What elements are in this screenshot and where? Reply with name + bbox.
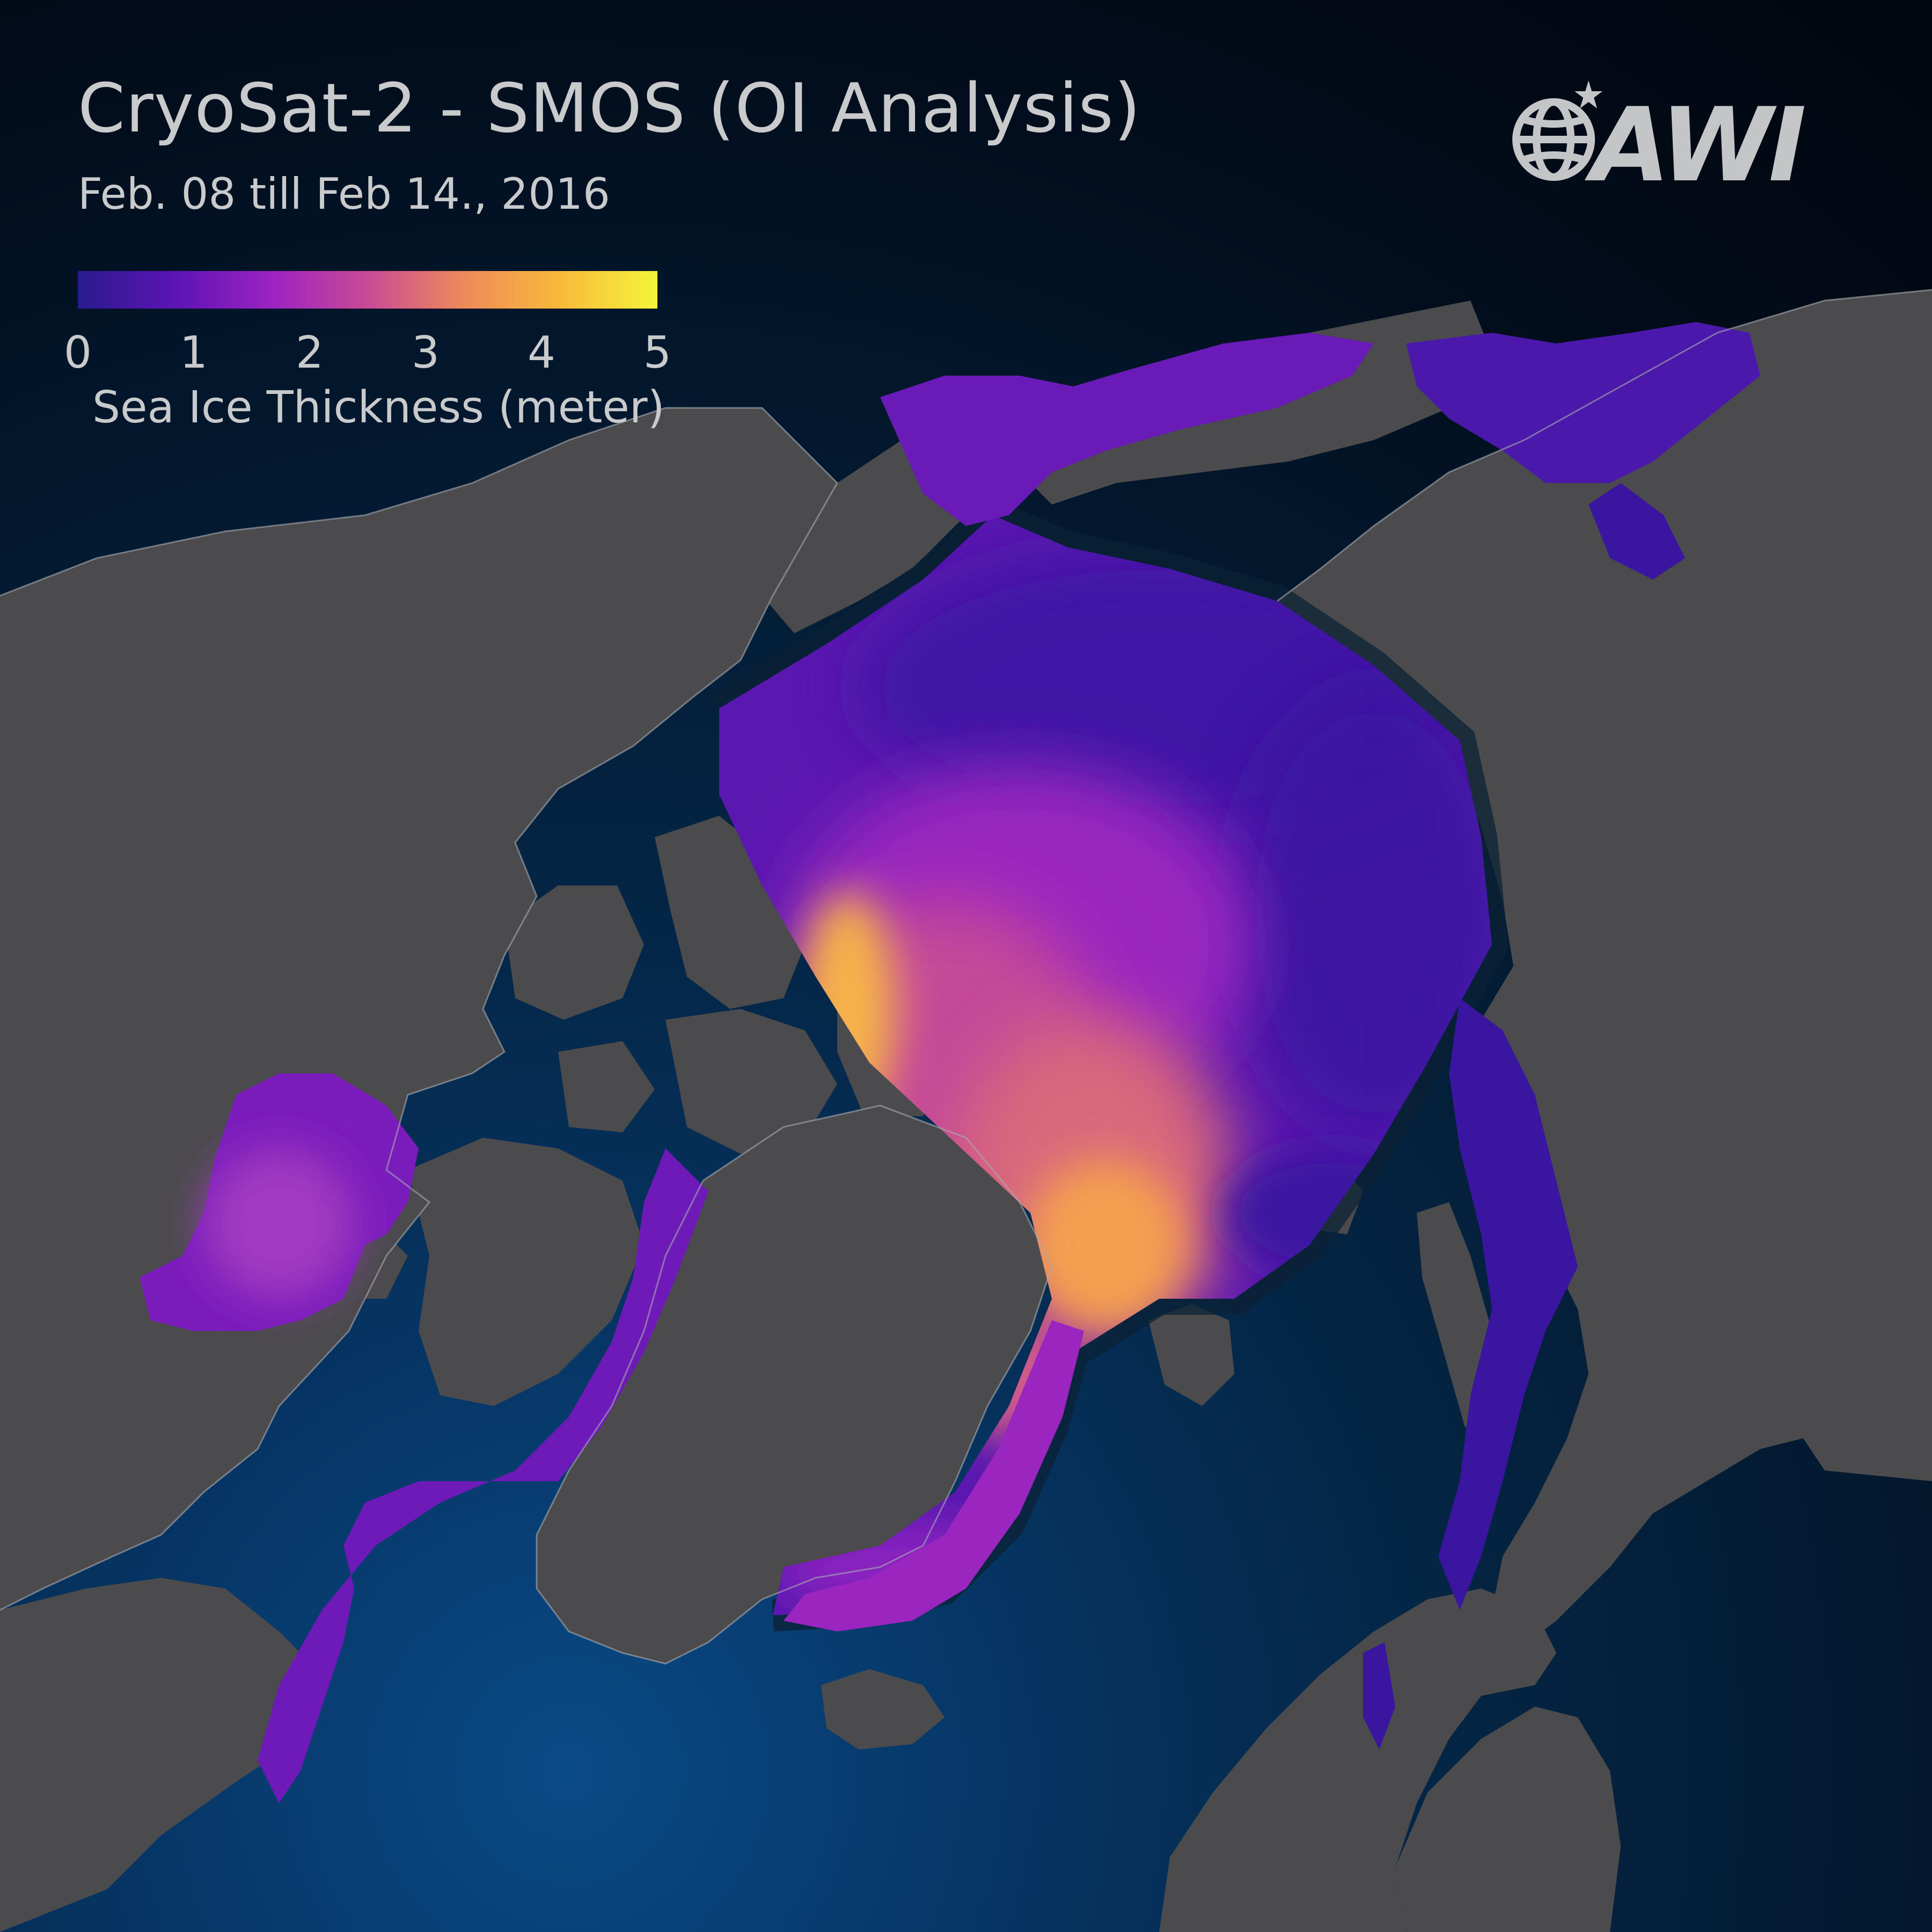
colorbar-tick: 0 <box>40 327 115 378</box>
globe-icon <box>1516 102 1591 177</box>
svalbard <box>1148 1304 1234 1406</box>
colorbar-label: Sea Ice Thickness (meter) <box>92 382 665 433</box>
colorbar-tick: 4 <box>504 327 579 378</box>
colorbar-tick: 3 <box>388 327 463 378</box>
colorbar-tick: 1 <box>156 327 231 378</box>
thickness-colorbar <box>78 271 657 309</box>
colorbar-tick: 2 <box>272 327 347 378</box>
awi-logo-text: AWI <box>1591 86 1802 204</box>
iceland <box>821 1669 945 1750</box>
map-date-range: Feb. 08 till Feb 14., 2016 <box>78 169 610 219</box>
colorbar-tick: 5 <box>620 327 695 378</box>
map-title: CryoSat-2 - SMOS (OI Analysis) <box>78 69 1141 148</box>
arctic-archipelago-island <box>558 1041 655 1132</box>
